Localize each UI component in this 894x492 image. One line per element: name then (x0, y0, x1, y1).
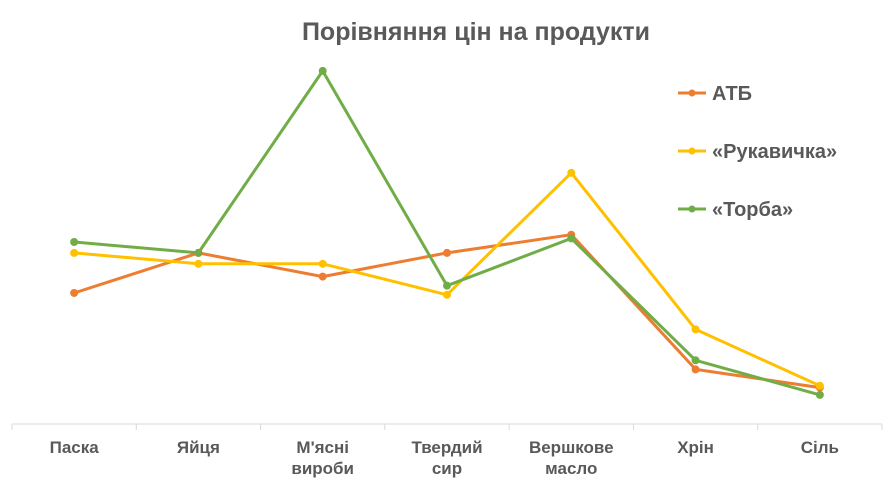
x-tick-label-line: Хрін (677, 438, 714, 457)
data-point (691, 325, 700, 334)
chart-title: Порівняння цін на продукти (302, 18, 650, 46)
legend-label: «Рукавичка» (712, 141, 837, 163)
x-tick-label: М'ясні вироби (291, 438, 354, 478)
legend-marker (688, 205, 696, 213)
legend-label: АТБ (712, 83, 752, 105)
x-tick-label-line: Паска (50, 438, 100, 457)
data-point (70, 288, 79, 297)
data-point (70, 238, 79, 246)
series-1 (70, 230, 824, 392)
data-point (318, 272, 327, 281)
data-point (567, 234, 576, 243)
x-tick-label-line: Твердий (411, 438, 482, 457)
x-tick-label-line: сир (432, 459, 462, 478)
series-2 (70, 168, 824, 390)
series-line (72, 171, 822, 388)
x-tick-label-line: М'ясні (296, 438, 349, 457)
series-line (72, 69, 822, 397)
data-point (318, 66, 327, 75)
data-point (567, 168, 576, 177)
legend-marker (688, 89, 696, 97)
data-point (443, 281, 451, 290)
data-point (815, 381, 824, 390)
data-point (194, 259, 203, 268)
legend-marker (688, 147, 696, 155)
data-point (318, 259, 327, 268)
series-3 (70, 66, 824, 399)
data-point (443, 290, 451, 299)
x-tick-label-line: Сіль (801, 438, 839, 457)
data-point (443, 248, 451, 257)
x-tick-label: Сіль (801, 438, 839, 457)
x-tick-label: Вершкове масло (529, 438, 614, 478)
series-layer (70, 66, 824, 399)
data-point (691, 356, 700, 365)
legend-label: «Торба» (712, 199, 793, 221)
x-tick-label-line: Вершкове (529, 438, 614, 457)
x-tick-label: Яйця (177, 438, 220, 457)
x-tick-label-line: масло (545, 459, 597, 478)
data-point (691, 365, 700, 374)
legend-item: «Рукавичка» (678, 141, 837, 163)
legend-item: «Торба» (678, 199, 793, 221)
x-tick-label: Твердий сир (411, 438, 482, 478)
x-tick-label-line: вироби (291, 459, 354, 478)
data-point (815, 390, 824, 399)
x-tick-label: Паска (50, 438, 100, 457)
data-point (70, 248, 79, 257)
x-tick-label-line: Яйця (177, 438, 220, 457)
legend: АТБ «Рукавичка» «Торба» (678, 83, 837, 221)
legend-item: АТБ (678, 83, 752, 105)
x-tick-label: Хрін (677, 438, 714, 457)
data-point (194, 248, 203, 257)
x-axis: Паска Яйця М'ясні вироби Твердий сир Вершкове м… (11, 423, 883, 478)
